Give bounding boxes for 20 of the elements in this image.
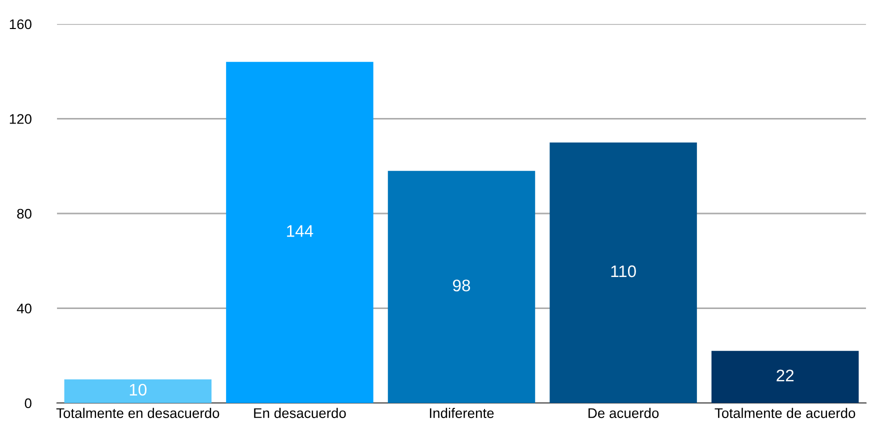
bar [711,350,859,403]
bar [550,142,697,403]
data-label: 144 [287,225,314,237]
y-tick-label: 80 [17,208,32,219]
y-tick-label: 40 [16,304,32,314]
y-tick-label: 120 [10,114,32,124]
x-tick-label: Totalmente de acuerdo [714,408,856,418]
data-label: 22 [776,370,794,382]
y-tick-label: 0 [24,398,32,408]
bar [388,170,536,403]
data-label: 98 [453,280,470,292]
data-label: 110 [611,265,636,278]
bar [64,379,212,403]
bar [226,62,374,403]
x-tick-label: Totalmente en desacuerdo [56,408,220,418]
x-tick-label: Indiferente [430,408,494,418]
y-tick-label: 160 [10,19,32,30]
x-tick-label: En desacuerdo [254,408,346,418]
x-tick-label: De acuerdo [588,408,659,418]
data-label: 10 [130,384,147,396]
